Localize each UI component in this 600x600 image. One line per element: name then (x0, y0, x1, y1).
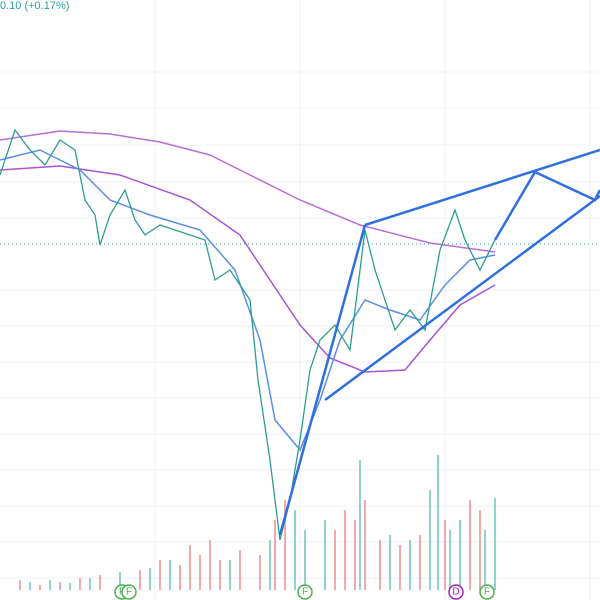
volume (19, 455, 496, 590)
fast-ma (0, 149, 496, 452)
event-marker[interactable]: F (121, 584, 137, 600)
event-marker[interactable]: F (479, 584, 495, 600)
price-change: 0.10 (+0.17%) (0, 0, 69, 12)
event-markers: F F F D F (114, 584, 495, 600)
event-label: F (484, 587, 490, 598)
event-label: F (126, 587, 132, 598)
mid-ma (0, 165, 496, 373)
trend-lines (278, 148, 600, 536)
event-marker[interactable]: F (297, 584, 313, 600)
event-marker[interactable]: D (448, 584, 464, 600)
event-label: F (302, 587, 308, 598)
price (0, 128, 496, 541)
event-label: D (452, 587, 459, 598)
slow-ma (0, 130, 496, 253)
